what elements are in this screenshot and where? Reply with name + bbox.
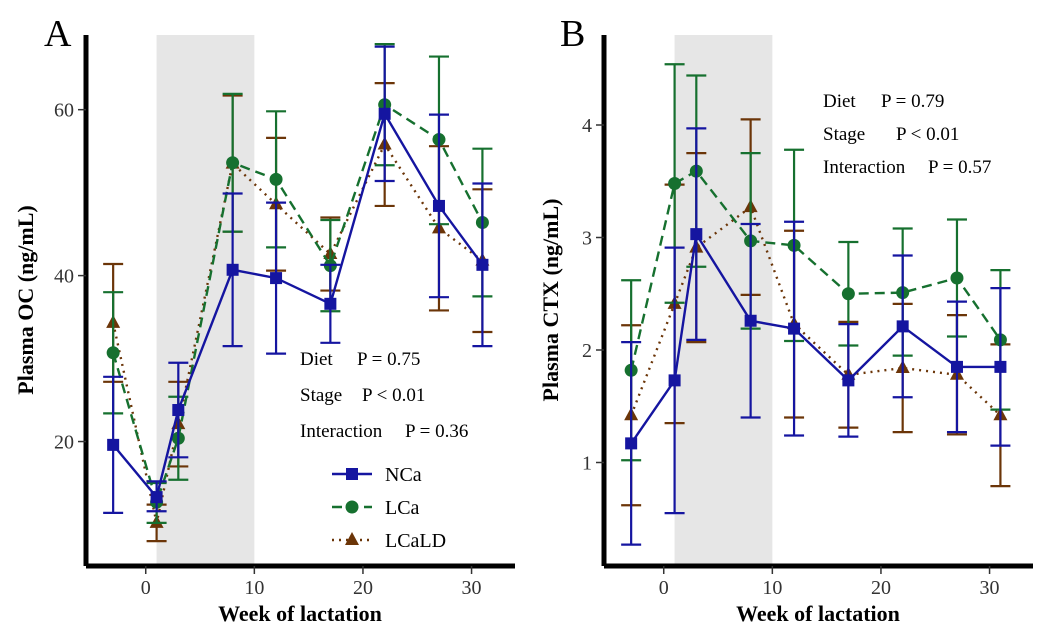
panel-a: A 20 40 60 0 10 20 30 Week of lactation Plasm… [13, 13, 515, 626]
interaction-p-b: P = 0.57 [928, 157, 991, 178]
point-nca [950, 360, 963, 373]
y-tick-label: 3 [582, 228, 592, 250]
x-tick-label: 30 [462, 577, 482, 599]
legend: NCa LCa LCaLD [332, 464, 446, 552]
y-tick-label: 4 [582, 115, 592, 137]
y-axis-title-a: Plasma OC (ng/mL) [13, 205, 38, 394]
x-tick-label: 10 [762, 577, 782, 599]
point-nca [270, 272, 283, 285]
point-nca [432, 199, 445, 212]
legend-marker-nca [346, 468, 358, 480]
legend-item-nca: NCa [332, 464, 422, 486]
point-nca [744, 314, 757, 327]
point-lca [226, 156, 240, 170]
diet-label-a: Diet [300, 349, 333, 370]
point-nca [150, 491, 163, 504]
series-line-lca [630, 169, 1002, 371]
plot-area-a [103, 43, 493, 543]
y-tick-label: 2 [582, 340, 592, 362]
point-nca [896, 320, 909, 333]
plot-area-b [621, 63, 1011, 546]
stats-annotation-b: Diet P = 0.79 Stage P < 0.01 Interaction… [823, 91, 991, 178]
legend-label-lca: LCa [385, 497, 420, 519]
stats-annotation-a: Diet P = 0.75 Stage P < 0.01 Interaction… [300, 349, 468, 442]
panel-b: B 1 2 3 4 0 10 20 30 Week of lactation Plasma … [538, 13, 1033, 626]
point-nca [994, 360, 1007, 373]
point-lca [950, 271, 964, 285]
x-tick-label: 10 [244, 577, 264, 599]
y-tick-label: 1 [582, 453, 592, 475]
y-ticks-b: 1 2 3 4 [582, 115, 604, 475]
point-lca [269, 172, 283, 186]
x-tick-label: 0 [141, 577, 151, 599]
stage-label-b: Stage [823, 124, 865, 145]
point-nca [625, 437, 638, 450]
shaded-region-a [156, 35, 255, 566]
stage-label-a: Stage [300, 385, 342, 406]
x-tick-label: 0 [659, 577, 669, 599]
x-axis-title-b: Week of lactation [736, 601, 900, 626]
point-nca [842, 374, 855, 387]
x-tick-label: 20 [353, 577, 373, 599]
legend-item-lcald: LCaLD [332, 530, 446, 552]
interaction-label-a: Interaction [300, 421, 383, 442]
y-ticks-a: 20 40 60 [54, 100, 86, 454]
x-ticks-b: 0 10 20 30 [659, 566, 1000, 599]
legend-marker-lcald [345, 532, 359, 545]
series-nca [621, 127, 1011, 546]
point-nca [788, 322, 801, 335]
legend-item-lca: LCa [332, 497, 420, 519]
interaction-label-b: Interaction [823, 157, 906, 178]
y-tick-label: 20 [54, 432, 74, 454]
point-nca [324, 297, 337, 310]
stage-p-a: P < 0.01 [362, 385, 425, 406]
interaction-p-a: P = 0.36 [405, 421, 468, 442]
legend-marker-lca [345, 500, 359, 514]
point-nca [476, 258, 489, 271]
shaded-region-b [674, 35, 773, 566]
panel-label-b: B [560, 13, 585, 55]
legend-label-nca: NCa [385, 464, 422, 486]
point-nca [668, 374, 681, 387]
diet-p-a: P = 0.75 [357, 349, 420, 370]
point-lca [668, 177, 682, 190]
point-nca [690, 228, 703, 241]
x-axis-title-a: Week of lactation [218, 601, 382, 626]
point-nca [378, 107, 391, 120]
y-tick-label: 40 [54, 266, 74, 288]
point-lca [841, 287, 855, 301]
diet-p-b: P = 0.79 [881, 91, 944, 112]
stage-p-b: P < 0.01 [896, 124, 959, 145]
y-tick-label: 60 [54, 100, 74, 122]
point-lca [106, 346, 120, 360]
x-tick-label: 30 [980, 577, 1000, 599]
x-tick-label: 20 [871, 577, 891, 599]
series-nca [103, 45, 493, 515]
point-nca [172, 404, 185, 417]
point-nca [226, 263, 239, 276]
diet-label-b: Diet [823, 91, 856, 112]
panel-label-a: A [44, 13, 72, 55]
point-nca [107, 438, 120, 451]
legend-label-lcald: LCaLD [385, 530, 446, 552]
y-axis-title-b: Plasma CTX (ng/mL) [538, 199, 563, 402]
x-ticks-a: 0 10 20 30 [141, 566, 482, 599]
